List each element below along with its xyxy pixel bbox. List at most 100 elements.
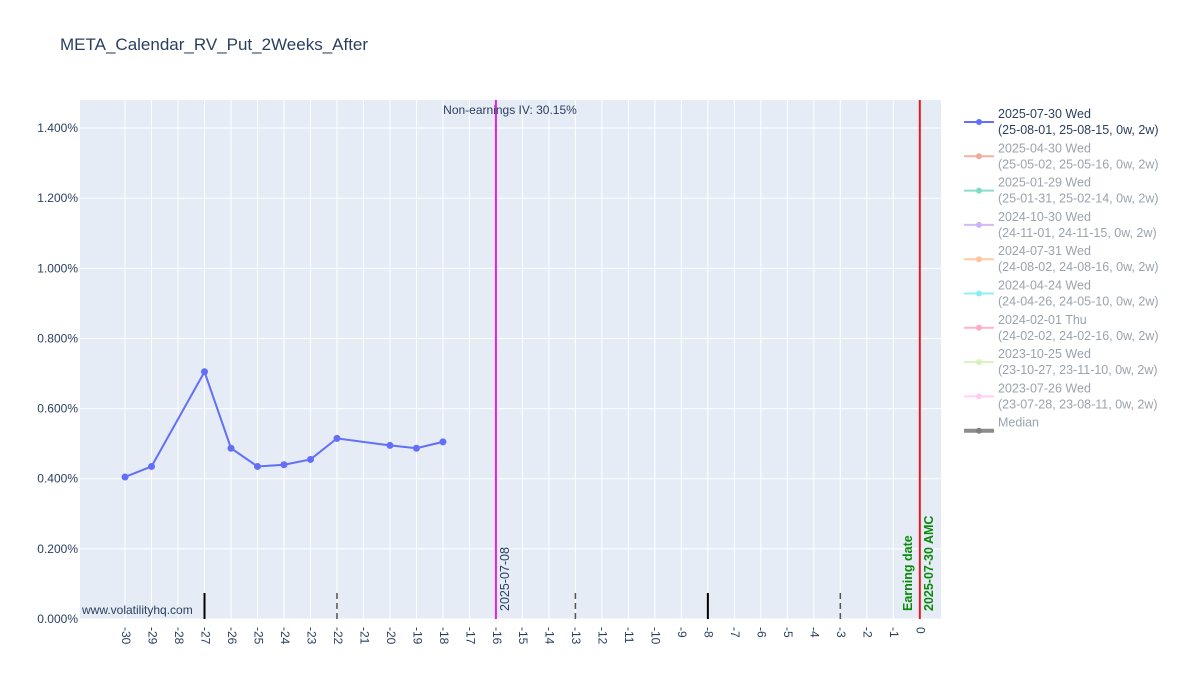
data-point bbox=[439, 438, 447, 446]
x-tick-label: -18 bbox=[437, 627, 451, 645]
data-point bbox=[121, 473, 129, 481]
x-tick-label: -28 bbox=[172, 627, 186, 645]
legend-item[interactable]: 2024-07-31 Wed (24-08-02, 24-08-16, 0w, 2… bbox=[964, 244, 1159, 274]
x-tick-label: -25 bbox=[251, 627, 265, 645]
legend-label: 2025-01-29 Wed bbox=[998, 176, 1091, 190]
legend: 2025-07-30 Wed (25-08-01, 25-08-15, 0w, 2… bbox=[964, 107, 1159, 434]
legend-swatch-marker bbox=[976, 393, 982, 400]
vertical-line-label: 2025-07-30 AMC bbox=[922, 516, 936, 611]
non-earnings-iv-annotation: Non-earnings IV: 30.15% bbox=[443, 103, 577, 117]
chart-title: META_Calendar_RV_Put_2Weeks_After bbox=[60, 35, 368, 54]
data-point bbox=[412, 444, 420, 452]
y-tick-label: 0.800% bbox=[37, 331, 78, 345]
data-point bbox=[280, 461, 288, 469]
legend-swatch-marker bbox=[976, 427, 982, 434]
x-tick-label: -2 bbox=[861, 627, 875, 638]
legend-item[interactable]: 2024-04-24 Wed (24-04-26, 24-05-10, 0w, 2… bbox=[964, 279, 1159, 309]
data-point bbox=[333, 434, 341, 442]
legend-item[interactable]: Median bbox=[964, 416, 1039, 434]
legend-sublabel: (24-08-02, 24-08-16, 0w, 2w) bbox=[998, 260, 1159, 274]
data-point bbox=[148, 462, 156, 470]
plot-area bbox=[80, 100, 941, 619]
legend-swatch-marker bbox=[976, 359, 982, 366]
legend-sublabel: (25-08-01, 25-08-15, 0w, 2w) bbox=[998, 123, 1159, 137]
x-tick-label: -13 bbox=[569, 627, 583, 645]
legend-item[interactable]: 2025-04-30 Wed (25-05-02, 25-05-16, 0w, 2… bbox=[964, 141, 1159, 171]
x-tick-label: -29 bbox=[145, 627, 159, 645]
legend-label: 2023-07-26 Wed bbox=[998, 381, 1091, 395]
y-tick-label: 1.400% bbox=[37, 121, 78, 135]
y-tick-label: 0.000% bbox=[37, 612, 78, 626]
legend-swatch-marker bbox=[976, 119, 982, 125]
legend-label: 2024-10-30 Wed bbox=[998, 210, 1091, 224]
legend-label: 2025-07-30 Wed bbox=[998, 107, 1091, 121]
legend-sublabel: (23-10-27, 23-11-10, 0w, 2w) bbox=[998, 363, 1158, 377]
x-tick-label: -26 bbox=[225, 627, 239, 645]
x-tick-label: -11 bbox=[622, 627, 636, 644]
x-tick-label: -3 bbox=[834, 627, 848, 638]
legend-item[interactable]: 2025-01-29 Wed (25-01-31, 25-02-14, 0w, 2… bbox=[964, 176, 1159, 206]
x-tick-label: -1 bbox=[887, 627, 901, 638]
x-axis: -30 -29 -28 -27 -26 -25 -24 -23 -22 -21 -20 -19 -18-… bbox=[119, 627, 928, 645]
x-tick-label: -21 bbox=[357, 627, 371, 645]
x-tick-label: -30 bbox=[119, 627, 133, 645]
legend-sublabel: (25-05-02, 25-05-16, 0w, 2w) bbox=[998, 157, 1159, 171]
x-tick-label: -4 bbox=[808, 627, 822, 638]
x-tick-label: -23 bbox=[304, 627, 318, 645]
legend-item[interactable]: 2024-10-30 Wed (24-11-01, 24-11-15, 0w, 2… bbox=[964, 210, 1157, 240]
y-tick-label: 0.400% bbox=[37, 472, 78, 486]
legend-label: 2025-04-30 Wed bbox=[998, 141, 1091, 155]
legend-label: 2023-10-25 Wed bbox=[998, 347, 1091, 361]
x-tick-label: -12 bbox=[596, 627, 610, 645]
watermark-text: www.volatilityhq.com bbox=[81, 603, 193, 617]
x-tick-label: -10 bbox=[649, 627, 663, 645]
legend-sublabel: (24-11-01, 24-11-15, 0w, 2w) bbox=[998, 226, 1157, 240]
legend-label: 2024-02-01 Thu bbox=[998, 313, 1087, 327]
legend-sublabel: (25-01-31, 25-02-14, 0w, 2w) bbox=[998, 192, 1159, 206]
legend-item[interactable]: 2025-07-30 Wed (25-08-01, 25-08-15, 0w, 2… bbox=[964, 107, 1159, 137]
y-axis: 0.000% 0.200% 0.400% 0.600% 0.800% 1.000% 1.20… bbox=[37, 121, 78, 626]
data-point bbox=[201, 368, 209, 376]
grid-lines bbox=[80, 100, 941, 620]
legend-label: 2024-04-24 Wed bbox=[998, 279, 1091, 293]
data-point bbox=[306, 455, 314, 463]
legend-swatch-marker bbox=[976, 290, 982, 297]
x-tick-label: -27 bbox=[198, 627, 212, 645]
x-tick-label: -15 bbox=[516, 627, 530, 645]
data-point bbox=[227, 444, 235, 452]
legend-sublabel: (23-07-28, 23-08-11, 0w, 2w) bbox=[998, 397, 1158, 411]
legend-swatch-marker bbox=[976, 324, 982, 331]
earning-date-label: Earning date bbox=[901, 535, 915, 611]
x-tick-label: -7 bbox=[728, 627, 742, 638]
x-tick-label: -19 bbox=[410, 627, 424, 645]
legend-swatch-marker bbox=[976, 153, 982, 160]
legend-item[interactable]: 2023-07-26 Wed (23-07-28, 23-08-11, 0w, 2… bbox=[964, 381, 1158, 411]
x-tick-label: -8 bbox=[702, 627, 716, 638]
legend-label: Median bbox=[998, 416, 1039, 430]
vertical-line-label: 2025-07-08 bbox=[498, 547, 512, 611]
data-point bbox=[386, 441, 394, 449]
legend-sublabel: (24-02-02, 24-02-16, 0w, 2w) bbox=[998, 329, 1159, 343]
series-layer bbox=[121, 368, 447, 481]
x-tick-label: -20 bbox=[384, 627, 398, 645]
x-tick-label: -5 bbox=[781, 627, 795, 638]
tick-marks bbox=[203, 593, 842, 619]
x-tick-label: -22 bbox=[331, 627, 345, 645]
y-tick-label: 1.000% bbox=[37, 261, 78, 275]
x-tick-label: -16 bbox=[490, 627, 504, 645]
data-point bbox=[253, 462, 261, 470]
legend-swatch-marker bbox=[976, 187, 982, 194]
legend-item[interactable]: 2023-10-25 Wed (23-10-27, 23-11-10, 0w, 2… bbox=[964, 347, 1158, 377]
y-tick-label: 1.200% bbox=[37, 191, 78, 205]
legend-swatch-marker bbox=[976, 221, 982, 228]
legend-item[interactable]: 2024-02-01 Thu (24-02-02, 24-02-16, 0w, 2… bbox=[964, 313, 1159, 343]
x-tick-label: -24 bbox=[278, 627, 292, 645]
legend-swatch-marker bbox=[976, 256, 982, 263]
vertical-lines: 2025-07-08 2025-07-30 AMC Earning date bbox=[494, 100, 936, 619]
x-tick-label: -14 bbox=[543, 627, 557, 645]
legend-sublabel: (24-04-26, 24-05-10, 0w, 2w) bbox=[998, 295, 1159, 309]
x-tick-label: 0 bbox=[914, 627, 928, 634]
x-tick-label: -17 bbox=[463, 627, 477, 645]
